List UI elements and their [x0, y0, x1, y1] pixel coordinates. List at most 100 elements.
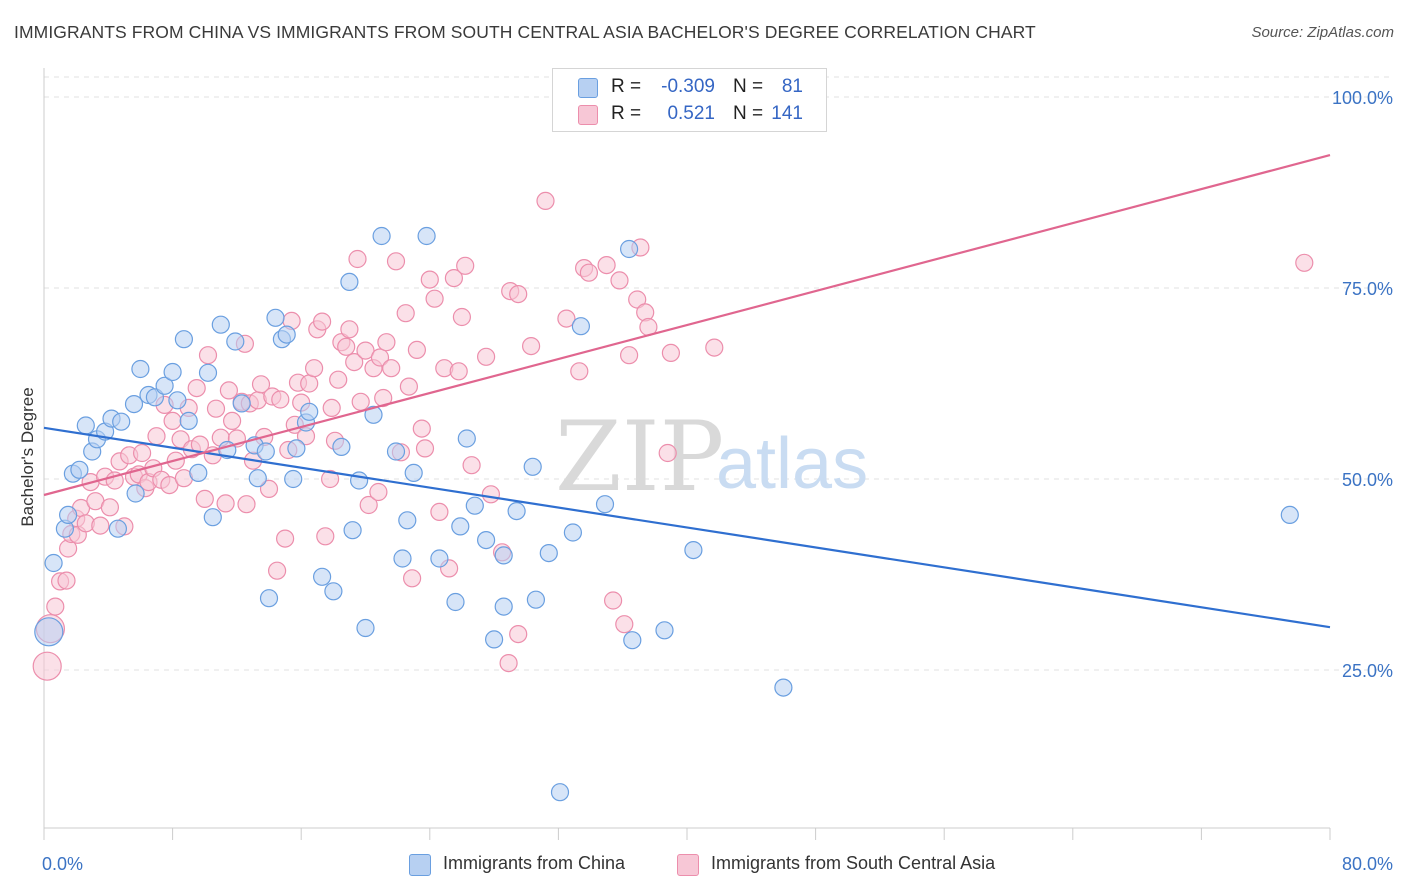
axes — [43, 68, 1331, 840]
data-point — [595, 495, 615, 514]
data-point — [337, 337, 356, 356]
data-point — [370, 348, 390, 367]
data-point — [579, 263, 599, 282]
data-point — [168, 391, 187, 410]
legend-row-south-central-asia: R = 0.521 N = 141 — [553, 101, 826, 127]
data-point — [284, 469, 303, 489]
data-point — [452, 307, 471, 327]
trendlines — [43, 154, 1331, 629]
data-point — [705, 338, 724, 357]
source-credit: Source: ZipAtlas.com — [1251, 24, 1394, 41]
data-point — [356, 341, 375, 360]
data-point — [46, 597, 65, 616]
y-tick-label: 100.0% — [1332, 88, 1393, 108]
data-point — [57, 571, 76, 590]
legend-label-china: Immigrants from China — [443, 853, 626, 873]
data-point — [481, 485, 500, 504]
data-point — [393, 549, 412, 568]
data-point — [526, 590, 546, 609]
x-tick-label: 0.0% — [42, 854, 83, 874]
data-point — [563, 523, 583, 542]
data-point — [610, 271, 629, 290]
data-point — [403, 569, 422, 588]
data-point — [509, 624, 528, 644]
data-point — [256, 442, 275, 461]
data-point — [124, 395, 144, 414]
data-point — [313, 312, 332, 331]
legend-n-label: N = — [733, 103, 764, 124]
data-point — [477, 530, 496, 550]
legend-swatch-south-central-asia — [578, 105, 598, 125]
data-point — [404, 463, 423, 482]
data-point — [374, 388, 393, 408]
data-point — [509, 285, 528, 304]
data-point — [271, 390, 290, 409]
data-point — [163, 362, 182, 382]
data-point — [658, 443, 677, 463]
data-point — [91, 516, 110, 535]
data-point — [386, 252, 406, 271]
data-point — [494, 546, 513, 565]
data-point — [268, 561, 287, 580]
data-point — [412, 419, 431, 438]
data-point — [100, 498, 120, 517]
data-point — [550, 783, 570, 802]
data-point — [340, 272, 359, 291]
data-point — [219, 381, 238, 400]
data-point — [462, 456, 481, 475]
data-point — [372, 226, 391, 246]
data-point — [179, 411, 198, 430]
data-point — [539, 543, 558, 563]
data-point — [300, 402, 319, 421]
trendline-south-central-asia — [43, 154, 1331, 497]
data-point — [350, 471, 369, 490]
data-point — [324, 582, 343, 601]
data-point — [277, 325, 296, 344]
x-tick-label: 80.0% — [1342, 854, 1393, 874]
watermark-zip: ZIP — [555, 401, 724, 513]
watermark-atlas: atlas — [716, 424, 868, 504]
legend-r-label: R = — [611, 103, 642, 124]
tick-labels: 25.0% 50.0% 75.0% 100.0% 0.0% 80.0% — [42, 88, 1393, 874]
legend-label-south-central-asia: Immigrants from South Central Asia — [711, 853, 996, 873]
data-point — [44, 553, 63, 573]
data-point — [216, 494, 235, 513]
data-point — [187, 379, 206, 398]
data-point — [232, 394, 251, 413]
legend-row-china: R = -0.309 N = 81 — [553, 74, 826, 100]
data-point — [655, 621, 674, 640]
data-point — [465, 496, 484, 515]
data-point — [155, 376, 174, 395]
data-point — [536, 191, 555, 210]
data-point — [108, 519, 128, 538]
data-point — [198, 363, 218, 382]
legend-swatch-china — [578, 78, 598, 98]
data-point — [386, 442, 406, 461]
data-point — [523, 457, 542, 476]
data-point — [34, 617, 64, 647]
data-point — [451, 517, 470, 536]
data-point — [430, 502, 449, 521]
data-point — [571, 317, 591, 336]
data-point — [248, 469, 267, 488]
trendline-china — [43, 426, 1331, 629]
data-point — [356, 618, 375, 638]
data-point — [348, 249, 367, 269]
data-point — [195, 489, 214, 508]
data-point — [147, 427, 166, 446]
data-point — [160, 476, 179, 495]
stats-legend: R = -0.309 N = 81 R = 0.521 N = 141 — [552, 68, 827, 132]
y-axis-label: Bachelor's Degree — [18, 387, 37, 526]
data-point — [300, 374, 319, 393]
data-point — [477, 347, 496, 366]
data-point — [329, 370, 348, 389]
series-points-china — [34, 226, 1299, 802]
data-point — [507, 502, 526, 521]
legend-swatch-south-central-asia — [677, 854, 699, 876]
data-point — [570, 362, 589, 381]
data-point — [399, 377, 418, 396]
data-point — [223, 411, 242, 430]
data-point — [430, 549, 449, 568]
data-point — [174, 330, 193, 349]
